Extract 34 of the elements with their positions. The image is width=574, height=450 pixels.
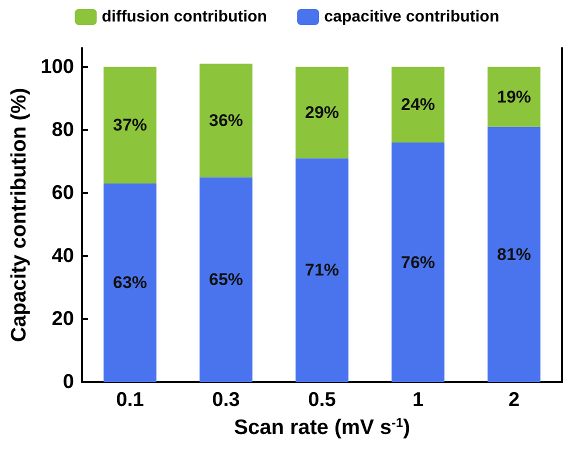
x-tick-label: 0.5 — [308, 389, 336, 411]
bar — [392, 66, 444, 143]
bar — [296, 158, 348, 382]
y-tick-label: 60 — [52, 182, 74, 204]
data-label: 37% — [112, 116, 148, 135]
y-tick-label: 0 — [62, 371, 74, 393]
data-label: 19% — [496, 87, 532, 106]
y-tick-label: 100 — [40, 56, 74, 78]
data-label: 71% — [304, 260, 340, 280]
y-tick-label: 40 — [52, 244, 74, 267]
x-tick-label: 1 — [412, 389, 424, 411]
bar — [488, 66, 540, 127]
x-tick-label: 0.1 — [116, 389, 144, 411]
legend-label: diffusion contribution — [102, 8, 268, 26]
data-label: 24% — [400, 95, 436, 114]
data-label: 36% — [208, 110, 244, 130]
bar — [296, 66, 348, 158]
bar — [200, 177, 252, 382]
data-label: 63% — [112, 273, 148, 292]
legend-label: capacitive contribution — [324, 8, 500, 26]
bar — [104, 66, 156, 184]
data-label: 65% — [208, 270, 244, 290]
bar — [392, 142, 444, 382]
y-tick-label: 80 — [52, 118, 74, 141]
x-tick-label: 2 — [508, 389, 520, 411]
data-label: 29% — [304, 103, 340, 122]
y-tick-label: 20 — [52, 308, 74, 330]
bar — [488, 126, 540, 382]
bar — [104, 183, 156, 382]
x-tick-label: 0.3 — [212, 389, 240, 411]
data-label: 81% — [496, 244, 532, 264]
data-label: 76% — [400, 252, 436, 272]
bar — [200, 64, 252, 178]
y-axis-title: Capacity contribution (%) — [8, 88, 31, 342]
